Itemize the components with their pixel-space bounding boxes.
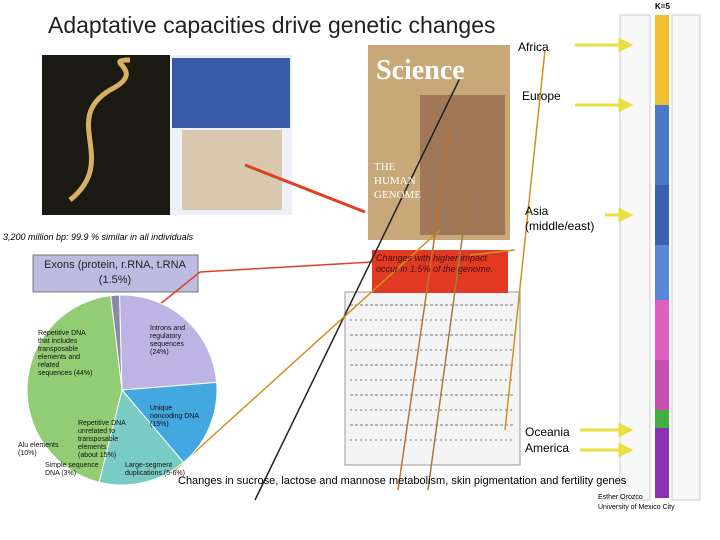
- exon-box: [32, 254, 199, 293]
- cover-faces: [420, 95, 505, 235]
- pie-slice: [98, 388, 185, 486]
- alignment-rows: [350, 304, 515, 441]
- cover-headline: THE HUMAN GENOME: [374, 161, 422, 201]
- slide-title: Adaptative capacities drive genetic chan…: [48, 12, 496, 38]
- alignment-image: [344, 291, 521, 466]
- dna-helix: [68, 57, 131, 202]
- region-label: Oceania: [525, 425, 570, 439]
- credit-name: Esther Orozco: [598, 494, 643, 501]
- pie-label: Unique noncoding DNA (15%): [150, 405, 199, 428]
- pie-slice: [119, 294, 218, 391]
- region-arrows: [575, 37, 634, 458]
- cover-masthead: Science: [376, 55, 465, 86]
- pie-label: Introns and regulatory sequences (24%): [150, 325, 186, 356]
- pie-annotation: Large-segment duplications (5-6%): [125, 462, 185, 477]
- pie-label: Repetitive DNA that includes transposabl…: [38, 330, 93, 377]
- region-label: Asia (middle/east): [525, 204, 595, 233]
- pie-annotation: Alu elements (10%): [18, 442, 59, 457]
- connector-arrows: [127, 49, 546, 501]
- credit-affiliation: University of Mexico City: [598, 504, 675, 511]
- exon-label: Exons (protein, r.RNA, t.RNA (1.5%): [44, 259, 186, 286]
- region-label: Europe: [522, 89, 561, 103]
- structure-label: K=5: [655, 2, 670, 11]
- impact-text: Changes with higher impact occur in 1.5%…: [376, 253, 494, 274]
- pie-label: Repetitive DNA unrelated to transposable…: [78, 420, 126, 459]
- dna-image: [42, 55, 170, 215]
- letter-face: [182, 130, 282, 210]
- pie-slice: [26, 295, 123, 483]
- footer-text: Changes in sucrose, lactose and mannose …: [178, 475, 627, 487]
- pie-annotation: Simple sequence DNA (3%): [45, 462, 99, 477]
- crowd-silhouettes: [172, 58, 290, 128]
- pie-slice: [120, 381, 218, 464]
- structure-plot: [619, 14, 701, 501]
- region-label: Africa: [518, 40, 549, 54]
- genome-caption: 3,200 million bp: 99.9 % similar in all …: [3, 232, 194, 242]
- region-label: America: [525, 441, 570, 455]
